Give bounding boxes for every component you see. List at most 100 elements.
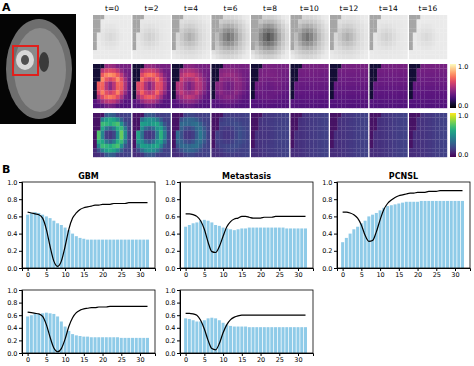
patch-cell [133,82,137,87]
patch-cell [104,37,108,42]
patch-cell [187,46,191,51]
patch-cell [104,50,108,55]
patch-cell [321,33,325,38]
patch-cell [278,37,282,42]
patch-cell [116,64,120,69]
patch-cell [298,33,302,38]
patch-cell [191,95,195,100]
patch-cell [108,148,112,153]
patch-cell [93,50,97,55]
patch-cell [373,90,377,95]
patch-cell [420,68,424,73]
patch-cell [133,64,137,69]
patch-cell [302,73,306,78]
patch-cell [123,55,127,60]
patch-cell [389,82,393,87]
patch-cell [255,77,259,82]
patch-cell [112,90,116,95]
patch-cell [148,144,152,149]
patch-cell [428,28,432,33]
patch-cell [163,64,167,69]
image-patch [212,15,250,59]
patch-cell [191,41,195,46]
patch-cell [97,55,101,60]
patch-cell [163,99,167,104]
patch-cell [242,19,246,24]
patch-cell [246,37,250,42]
patch-cell [212,46,216,51]
patch-cell [104,117,108,122]
roi-box [13,46,38,75]
patch-cell [443,82,447,87]
patch-cell [148,139,152,144]
patch-cell [341,86,345,91]
patch-cell [183,68,187,73]
patch-cell [176,50,180,55]
patch-cell [439,86,443,91]
patch-cell [373,33,377,38]
patch-cell [136,86,140,91]
patch-cell [120,139,124,144]
patch-cell [251,86,255,91]
patch-cell [127,68,131,73]
patch-cell [227,90,231,95]
patch-cell [227,33,231,38]
patch-cell [377,33,381,38]
patch-cell [187,24,191,29]
patch-cell [428,64,432,69]
patch-cell [321,19,325,24]
patch-cell [357,68,361,73]
brain-inner [14,28,66,112]
patch-cell [330,86,334,91]
patch-cell [270,95,274,100]
patch-cell [199,19,203,24]
patch-cell [262,64,266,69]
patch-cell [321,73,325,78]
patch-cell [377,77,381,82]
patch-cell [120,95,124,100]
patch-cell [163,33,167,38]
patch-cell [215,33,219,38]
patch-cell [133,55,137,60]
patch-cell [409,95,413,100]
patch-cell [136,73,140,78]
patch-cell [413,95,417,100]
patch-cell [116,77,120,82]
patch-cell [112,113,116,118]
patch-cell [302,104,306,109]
patch-cell [302,46,306,51]
patch-cell [202,95,206,100]
patch-cell [163,15,167,20]
patch-cell [152,126,156,131]
patch-cell [223,73,227,78]
patch-cell [127,148,131,153]
patch-cell [195,90,199,95]
patch-cell [97,99,101,104]
patch-cell [195,15,199,20]
patch-cell [140,77,144,82]
patch-cell [176,77,180,82]
patch-cell [140,73,144,78]
patch-cell [392,104,396,109]
image-patch [172,15,210,59]
patch-cell [112,131,116,136]
patch-cell [259,68,263,73]
patch-cell [246,90,250,95]
patch-cell [123,15,127,20]
patch-cell [428,37,432,42]
patch-cell [317,82,321,87]
patch-cell [93,113,97,118]
patch-cell [116,117,120,122]
patch-cell [262,15,266,20]
patch-cell [373,86,377,91]
time-label: t=0 [105,4,119,13]
patch-cell [409,77,413,82]
patch-cell [377,99,381,104]
patch-cell [294,46,298,51]
patch-cell [163,95,167,100]
patch-cell [285,15,289,20]
patch-cell [227,37,231,42]
patch-cell [349,37,353,42]
patch-cell [294,86,298,91]
patch-cell [167,90,171,95]
